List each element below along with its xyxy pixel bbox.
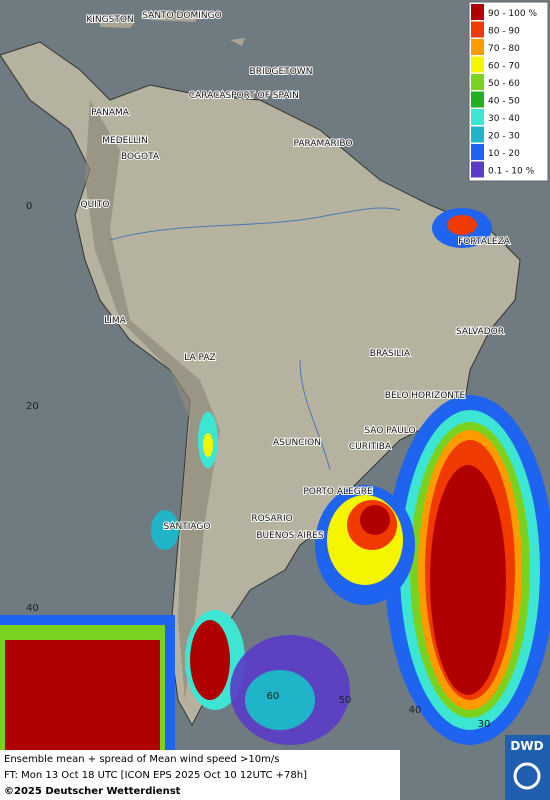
footer-subtitle: FT: Mon 13 Oct 18 UTC [ICON EPS 2025 Oct… [4, 770, 307, 781]
legend-label: 70 - 80 [488, 44, 520, 54]
legend-swatch [471, 74, 484, 90]
city-label: LA PAZ [184, 353, 215, 363]
longitude-label: 60 [267, 691, 280, 702]
city-label: BUENOS AIRES [256, 531, 324, 541]
city-label: PORT OF SPAIN [231, 91, 299, 101]
rivers [109, 207, 401, 471]
city-label: MEDELLIN [102, 136, 147, 146]
city-label: SANTO DOMINGO [142, 11, 221, 21]
legend-swatch [471, 109, 484, 125]
city-label: SALVADOR [456, 327, 504, 337]
city-label: CARACAS [189, 91, 232, 101]
legend-swatch [471, 4, 484, 20]
andes [85, 100, 220, 700]
legend-swatch [471, 39, 484, 55]
continent [0, 41, 521, 727]
latitude-label: 20 [26, 401, 39, 412]
city-label: BOGOTA [121, 152, 160, 162]
legend-label: 0.1 - 10 % [488, 167, 535, 177]
city-label: ASUNCION [273, 438, 321, 448]
city-label: BRIDGETOWN [250, 67, 313, 77]
legend-label: 10 - 20 [488, 149, 520, 159]
wind-areas [0, 208, 550, 750]
longitude-label: 40 [409, 705, 422, 716]
longitude-label: 30 [478, 719, 491, 730]
city-label: PORTO ALEGRE [303, 487, 373, 497]
legend-swatch [471, 161, 484, 178]
legend-swatch [471, 91, 484, 108]
legend-label: 90 - 100 % [488, 9, 537, 19]
longitude-label: 50 [339, 695, 352, 706]
latitude-label: 40 [26, 603, 39, 614]
city-label: ROSARIO [251, 514, 292, 524]
city-label: PANAMA [91, 108, 130, 118]
legend: 90 - 100 % 80 - 90 70 - 80 60 - 70 50 - 60 40… [468, 1, 549, 182]
islands [100, 12, 245, 46]
city-label: FORTALEZA [458, 237, 511, 247]
copyright: ©2025 Deutscher Wetterdienst [4, 786, 181, 797]
legend-swatch [471, 56, 484, 73]
legend-swatch [471, 144, 484, 160]
logo-swirl [513, 762, 541, 790]
city-label: SANTIAGO [164, 522, 211, 532]
footer-box [0, 750, 400, 800]
city-label: PARAMARIBO [294, 139, 353, 149]
legend-label: 60 - 70 [488, 62, 520, 72]
logo: DWD [510, 739, 543, 753]
legend-label: 50 - 60 [488, 79, 520, 89]
legend-label: 20 - 30 [488, 132, 520, 142]
city-label: LIMA [104, 316, 126, 326]
city-label: BRASILIA [370, 349, 411, 359]
footer-title: Ensemble mean + spread of Mean wind spee… [4, 754, 279, 765]
legend-label: 40 - 50 [488, 97, 520, 107]
latitude-label: 0 [26, 201, 32, 212]
city-label: QUITO [81, 200, 110, 210]
legend-swatch [471, 126, 484, 143]
legend-label: 80 - 90 [488, 27, 520, 37]
legend-label: 30 - 40 [488, 114, 520, 124]
city-label: CURITIBA [349, 442, 392, 452]
city-label: KINGSTON [86, 15, 133, 25]
city-label: BELO HORIZONTE [385, 391, 466, 401]
legend-swatch [471, 21, 484, 38]
city-label: SAO PAULO [364, 426, 415, 436]
